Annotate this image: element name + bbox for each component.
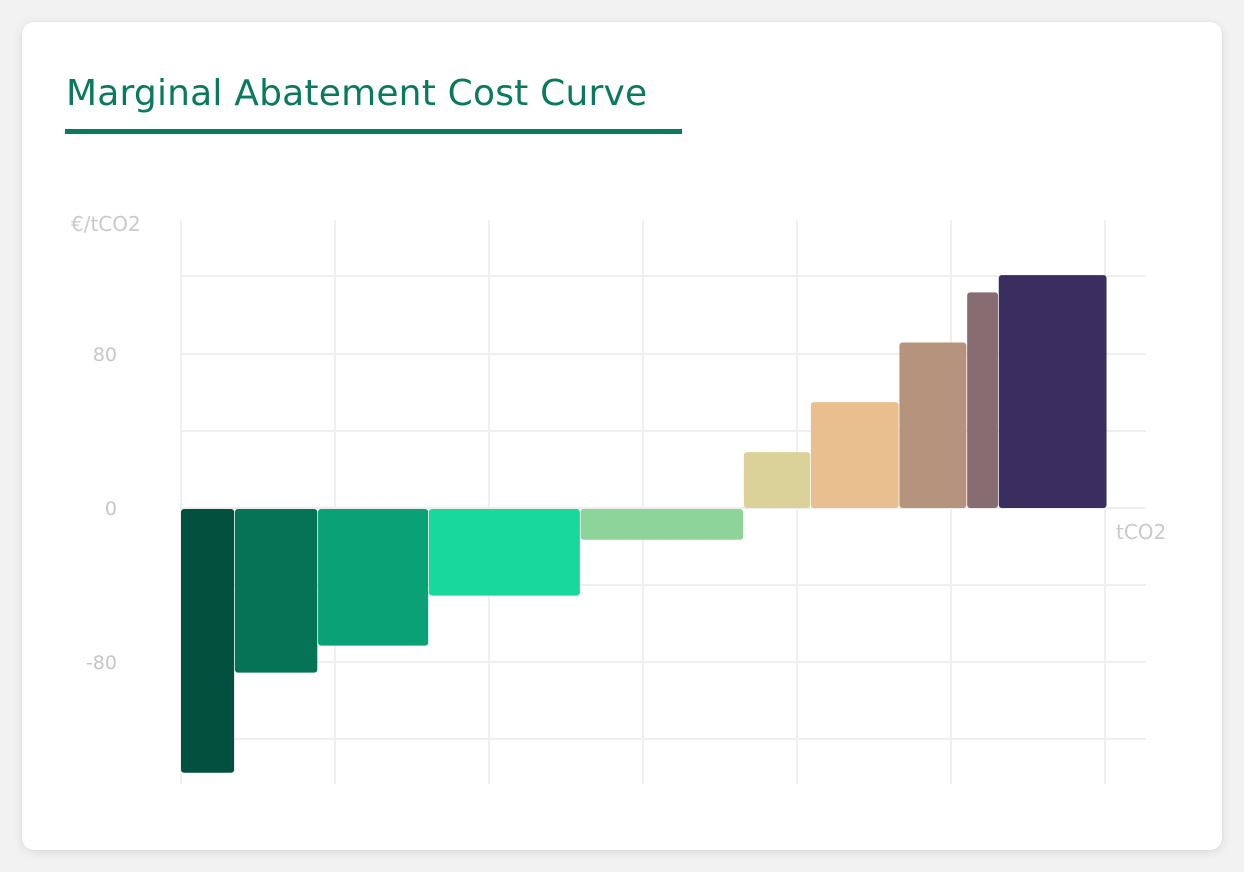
chart-y-ticks: 80 0 -80 xyxy=(86,344,117,674)
x-axis-label: tCO2 xyxy=(1116,520,1166,544)
y-tick-label: 80 xyxy=(93,344,117,366)
mac-bar-3 xyxy=(318,509,429,646)
y-axis-label: €/tCO2 xyxy=(71,212,141,236)
mac-curve-chart: 80 0 -80 €/tCO2 tCO2 xyxy=(71,212,1166,784)
chart-title: Marginal Abatement Cost Curve xyxy=(66,73,648,114)
title-underline xyxy=(65,129,682,134)
mac-bar-2 xyxy=(234,509,318,673)
mac-bar-6 xyxy=(743,452,811,508)
mac-bar-8 xyxy=(899,342,967,508)
chart-bars xyxy=(181,275,1107,773)
mac-bar-10 xyxy=(998,275,1107,508)
mac-bar-4 xyxy=(428,509,580,596)
chart-card: Marginal Abatement Cost Curve 80 0 -80 €/t… xyxy=(22,22,1222,850)
mac-bar-5 xyxy=(580,509,744,540)
y-tick-label: 0 xyxy=(105,498,117,520)
mac-bar-1 xyxy=(181,509,235,773)
mac-bar-9 xyxy=(967,292,998,508)
y-tick-label: -80 xyxy=(86,652,117,674)
mac-bar-7 xyxy=(810,402,899,508)
